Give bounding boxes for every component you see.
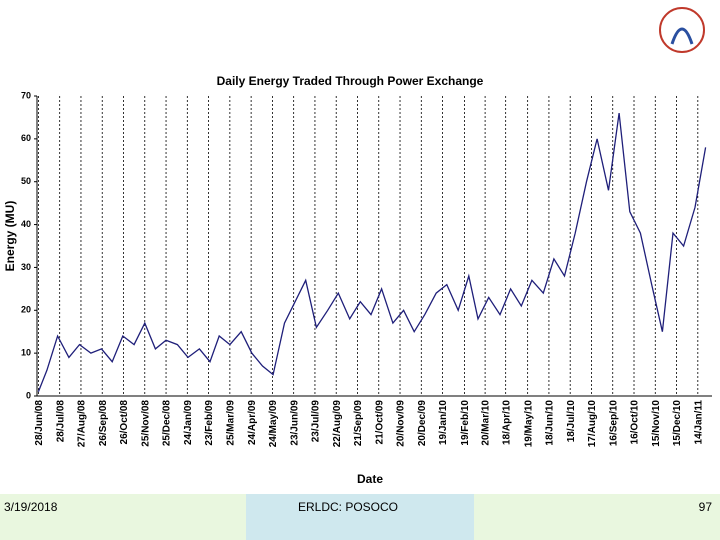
- y-tick-label: 10: [21, 348, 31, 358]
- x-tick-label: 25/Mar/09: [225, 400, 236, 446]
- x-tick-label: 26/Sep/08: [98, 400, 109, 447]
- x-tick-label: 17/Aug/10: [587, 400, 598, 448]
- logo-ring: [659, 7, 705, 53]
- x-tick-label: 18/Jun/10: [545, 400, 556, 446]
- x-tick-label: 18/Jul/10: [566, 400, 577, 443]
- y-tick-label: 50: [21, 176, 31, 186]
- logo-shape: [670, 27, 694, 45]
- footer-date: 3/19/2018: [4, 500, 58, 514]
- footer-page: 97: [699, 500, 713, 514]
- x-tick-label: 24/May/09: [268, 400, 279, 448]
- x-axis-label: Date: [357, 472, 383, 486]
- x-tick-label: 24/Jan/09: [183, 400, 194, 445]
- y-tick-label: 20: [21, 305, 31, 315]
- x-tick-label: 28/Jul/08: [55, 400, 66, 443]
- x-tick-label: 19/May/10: [523, 400, 534, 448]
- x-tick-label: 22/Aug/09: [332, 400, 343, 448]
- y-tick-label: 0: [26, 390, 31, 400]
- x-tick-label: 21/Oct/09: [374, 400, 385, 445]
- x-tick-label: 18/Apr/10: [501, 400, 512, 445]
- x-tick-label: 23/Jul/09: [311, 400, 322, 443]
- x-tick-label: 23/Feb/09: [204, 400, 215, 446]
- x-tick-label: 19/Feb/10: [460, 400, 471, 446]
- x-tick-label: 16/Sep/10: [608, 400, 619, 447]
- x-tick-label: 15/Dec/10: [672, 400, 683, 447]
- footer-org: ERLDC: POSOCO: [298, 500, 398, 514]
- x-tick-label: 19/Jan/10: [438, 400, 449, 445]
- x-tick-label: 14/Jan/11: [693, 400, 704, 445]
- logo: [659, 7, 705, 53]
- y-tick-label: 40: [21, 219, 31, 229]
- x-tick-label: 15/Nov/10: [651, 400, 662, 447]
- x-tick-label: 20/Dec/09: [417, 400, 428, 447]
- x-tick-label: 20/Nov/09: [396, 400, 407, 447]
- x-tick-label: 23/Jun/09: [289, 400, 300, 446]
- y-tick-label: 30: [21, 262, 31, 272]
- x-tick-label: 28/Jun/08: [34, 400, 45, 446]
- x-tick-label: 24/Apr/09: [247, 400, 258, 445]
- y-tick-label: 70: [21, 90, 31, 100]
- chart-title: Daily Energy Traded Through Power Exchan…: [217, 74, 484, 88]
- x-tick-label: 25/Nov/08: [140, 400, 151, 447]
- y-axis-label: Energy (MU): [3, 201, 17, 272]
- energy-line: [37, 113, 707, 392]
- footer-center: [246, 494, 474, 540]
- x-tick-label: 27/Aug/08: [77, 400, 88, 448]
- x-tick-label: 16/Oct/10: [630, 400, 641, 445]
- x-tick-label: 26/Oct/08: [119, 400, 130, 445]
- x-tick-label: 21/Sep/09: [353, 400, 364, 447]
- y-tick-label: 60: [21, 133, 31, 143]
- x-tick-label: 20/Mar/10: [481, 400, 492, 446]
- x-tick-label: 25/Dec/08: [162, 400, 173, 447]
